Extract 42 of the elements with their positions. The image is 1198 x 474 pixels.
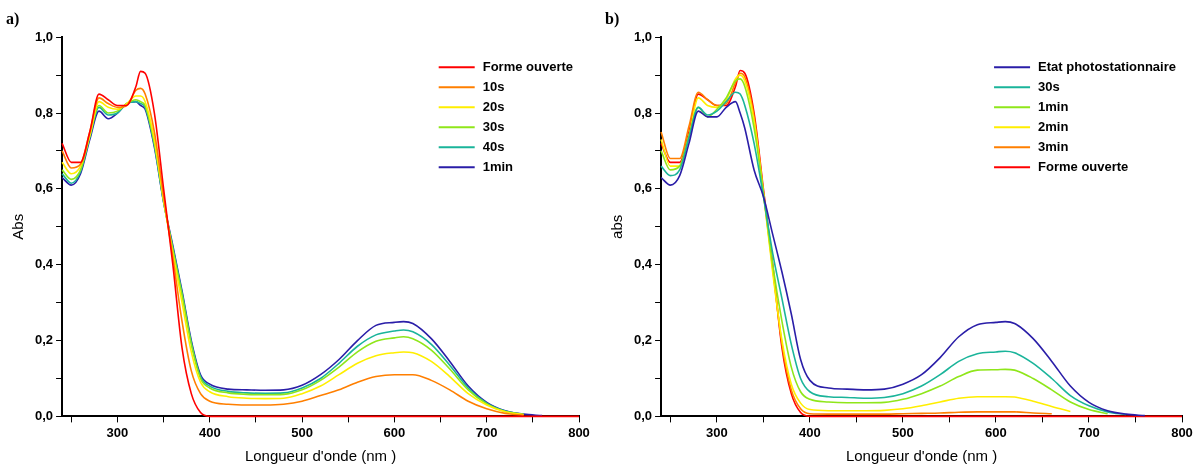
y-tick-label: 0,4 bbox=[633, 256, 653, 272]
x-tick-label: 300 bbox=[706, 424, 728, 440]
x-tick-label: 400 bbox=[198, 424, 221, 440]
y-tick-label: 1,0 bbox=[633, 28, 653, 44]
y-tick-label: 0,6 bbox=[633, 180, 653, 196]
x-tick-label: 300 bbox=[106, 424, 129, 440]
legend-label: 30s bbox=[1038, 78, 1060, 94]
x-tick-label: 500 bbox=[892, 424, 914, 440]
y-axis-title: abs bbox=[608, 214, 626, 239]
y-tick-label: 0,2 bbox=[633, 332, 653, 348]
y-tick-label: 0,4 bbox=[34, 256, 54, 272]
x-tick-label: 600 bbox=[383, 424, 406, 440]
x-axis-title: Longueur d'onde (nm ) bbox=[244, 447, 397, 465]
chart-title: b) bbox=[605, 9, 620, 28]
y-tick-label: 0,2 bbox=[34, 332, 54, 348]
legend-label: 10s bbox=[482, 78, 505, 94]
x-tick-label: 600 bbox=[985, 424, 1007, 440]
y-tick-label: 0,0 bbox=[633, 407, 653, 423]
legend-label: 3min bbox=[1038, 138, 1069, 154]
x-tick-label: 800 bbox=[1171, 424, 1193, 440]
legend-label: Etat photostationnaire bbox=[1038, 58, 1177, 74]
y-tick-label: 0,8 bbox=[633, 104, 653, 120]
x-tick-label: 800 bbox=[568, 424, 590, 440]
x-axis-title: Longueur d'onde (nm ) bbox=[845, 447, 998, 465]
legend-label: Forme ouverte bbox=[1038, 158, 1129, 174]
y-tick-label: 0,0 bbox=[34, 407, 54, 423]
x-tick-label: 700 bbox=[475, 424, 498, 440]
legend-label: 30s bbox=[482, 118, 505, 134]
y-tick-label: 1,0 bbox=[34, 28, 54, 44]
legend-label: 1min bbox=[1038, 98, 1069, 114]
x-tick-label: 400 bbox=[799, 424, 821, 440]
legend-label: 1min bbox=[482, 158, 514, 174]
legend-label: 20s bbox=[482, 98, 505, 114]
legend-label: Forme ouverte bbox=[482, 58, 574, 74]
y-axis-title: Abs bbox=[9, 213, 27, 240]
legend-label: 40s bbox=[482, 138, 505, 154]
chart-title: a) bbox=[6, 9, 20, 28]
x-tick-label: 700 bbox=[1078, 424, 1100, 440]
y-tick-label: 0,8 bbox=[34, 104, 54, 120]
legend-label: 2min bbox=[1038, 118, 1069, 134]
y-tick-label: 0,6 bbox=[34, 180, 54, 196]
x-tick-label: 500 bbox=[291, 424, 313, 440]
